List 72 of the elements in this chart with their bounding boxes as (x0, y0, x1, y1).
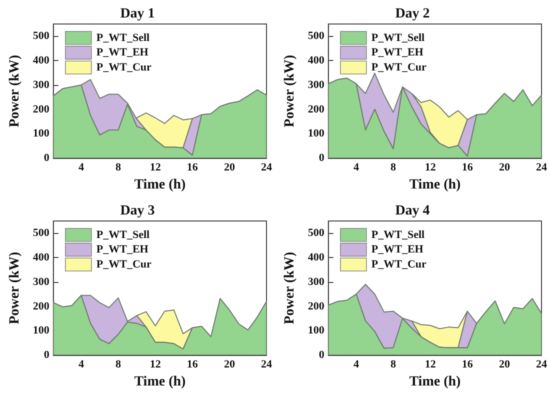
x-tick-label: 20 (498, 358, 510, 371)
x-tick-label: 8 (116, 162, 122, 174)
y-tick-label: 400 (308, 252, 325, 264)
chart-title: Day 3 (120, 204, 155, 218)
x-tick-label: 20 (224, 162, 236, 174)
y-tick-label: 500 (32, 30, 50, 42)
x-tick-label: 16 (462, 358, 474, 371)
x-tick-label: 12 (424, 162, 436, 174)
legend-label: P_WT_Cur (371, 62, 427, 74)
x-tick-label: 4 (353, 358, 360, 371)
y-axis-title: Power (kW) (282, 251, 298, 324)
y-tick-label: 300 (308, 78, 325, 91)
y-tick-label: 400 (308, 54, 325, 67)
x-tick-label: 8 (390, 162, 397, 174)
chart-title: Day 1 (120, 6, 155, 22)
y-tick-label: 0 (44, 152, 50, 164)
y-tick-label: 400 (32, 54, 50, 67)
x-axis-title: Time (h) (409, 374, 462, 390)
legend-label: P_WT_EH (371, 46, 424, 59)
chart-title: Day 2 (395, 6, 430, 22)
x-tick-label: 16 (462, 162, 474, 174)
legend-label: P_WT_Cur (371, 258, 427, 270)
legend-label: P_WT_Sell (371, 32, 425, 44)
y-tick-label: 300 (308, 276, 325, 288)
y-tick-label: 0 (318, 349, 325, 362)
y-tick-label: 200 (32, 103, 50, 116)
y-tick-label: 100 (32, 128, 50, 140)
legend-label: P_WT_EH (96, 244, 149, 256)
y-axis-title: Power (kW) (8, 54, 22, 128)
x-axis-title: Time (h) (409, 178, 462, 192)
y-tick-label: 0 (318, 152, 325, 164)
x-tick-label: 8 (116, 358, 122, 371)
legend-label: P_WT_Cur (96, 62, 152, 74)
x-tick-label: 24 (261, 358, 272, 371)
legend-label: P_WT_EH (96, 46, 149, 59)
legend-label: P_WT_Sell (96, 32, 150, 44)
x-tick-label: 12 (424, 358, 436, 371)
legend-label: P_WT_Sell (96, 228, 150, 241)
y-tick-label: 0 (44, 349, 50, 362)
x-tick-label: 16 (186, 162, 198, 174)
y-axis-title: Power (kW) (8, 251, 22, 324)
x-tick-label: 16 (186, 358, 198, 371)
x-tick-label: 20 (498, 162, 510, 174)
x-tick-label: 8 (390, 358, 397, 371)
chart-title: Day 4 (395, 204, 430, 218)
x-tick-label: 24 (536, 162, 548, 174)
y-tick-label: 300 (32, 78, 50, 91)
x-tick-label: 4 (78, 358, 84, 371)
legend-label: P_WT_EH (371, 244, 424, 256)
y-tick-label: 500 (308, 30, 325, 42)
y-tick-label: 500 (308, 227, 325, 240)
y-tick-label: 100 (32, 324, 50, 337)
x-axis-title: Time (h) (134, 178, 186, 192)
y-tick-label: 200 (32, 300, 50, 312)
y-axis-title: Power (kW) (282, 54, 298, 128)
y-tick-label: 500 (32, 227, 50, 240)
x-tick-label: 24 (261, 162, 272, 174)
legend-label: P_WT_Cur (96, 258, 152, 270)
legend-label: P_WT_Sell (371, 228, 425, 241)
x-tick-label: 4 (78, 162, 84, 174)
x-tick-label: 12 (150, 358, 162, 371)
y-tick-label: 100 (308, 324, 325, 337)
y-tick-label: 200 (308, 300, 325, 312)
x-tick-label: 24 (536, 358, 548, 371)
x-tick-label: 12 (150, 162, 162, 174)
y-tick-label: 400 (32, 252, 50, 264)
x-tick-label: 20 (224, 358, 236, 371)
x-tick-label: 4 (353, 162, 360, 174)
y-tick-label: 100 (308, 128, 325, 140)
y-tick-label: 200 (308, 103, 325, 116)
y-tick-label: 300 (32, 276, 50, 288)
x-axis-title: Time (h) (134, 374, 186, 390)
